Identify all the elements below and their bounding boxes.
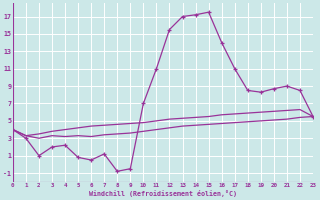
X-axis label: Windchill (Refroidissement éolien,°C): Windchill (Refroidissement éolien,°C): [89, 190, 237, 197]
